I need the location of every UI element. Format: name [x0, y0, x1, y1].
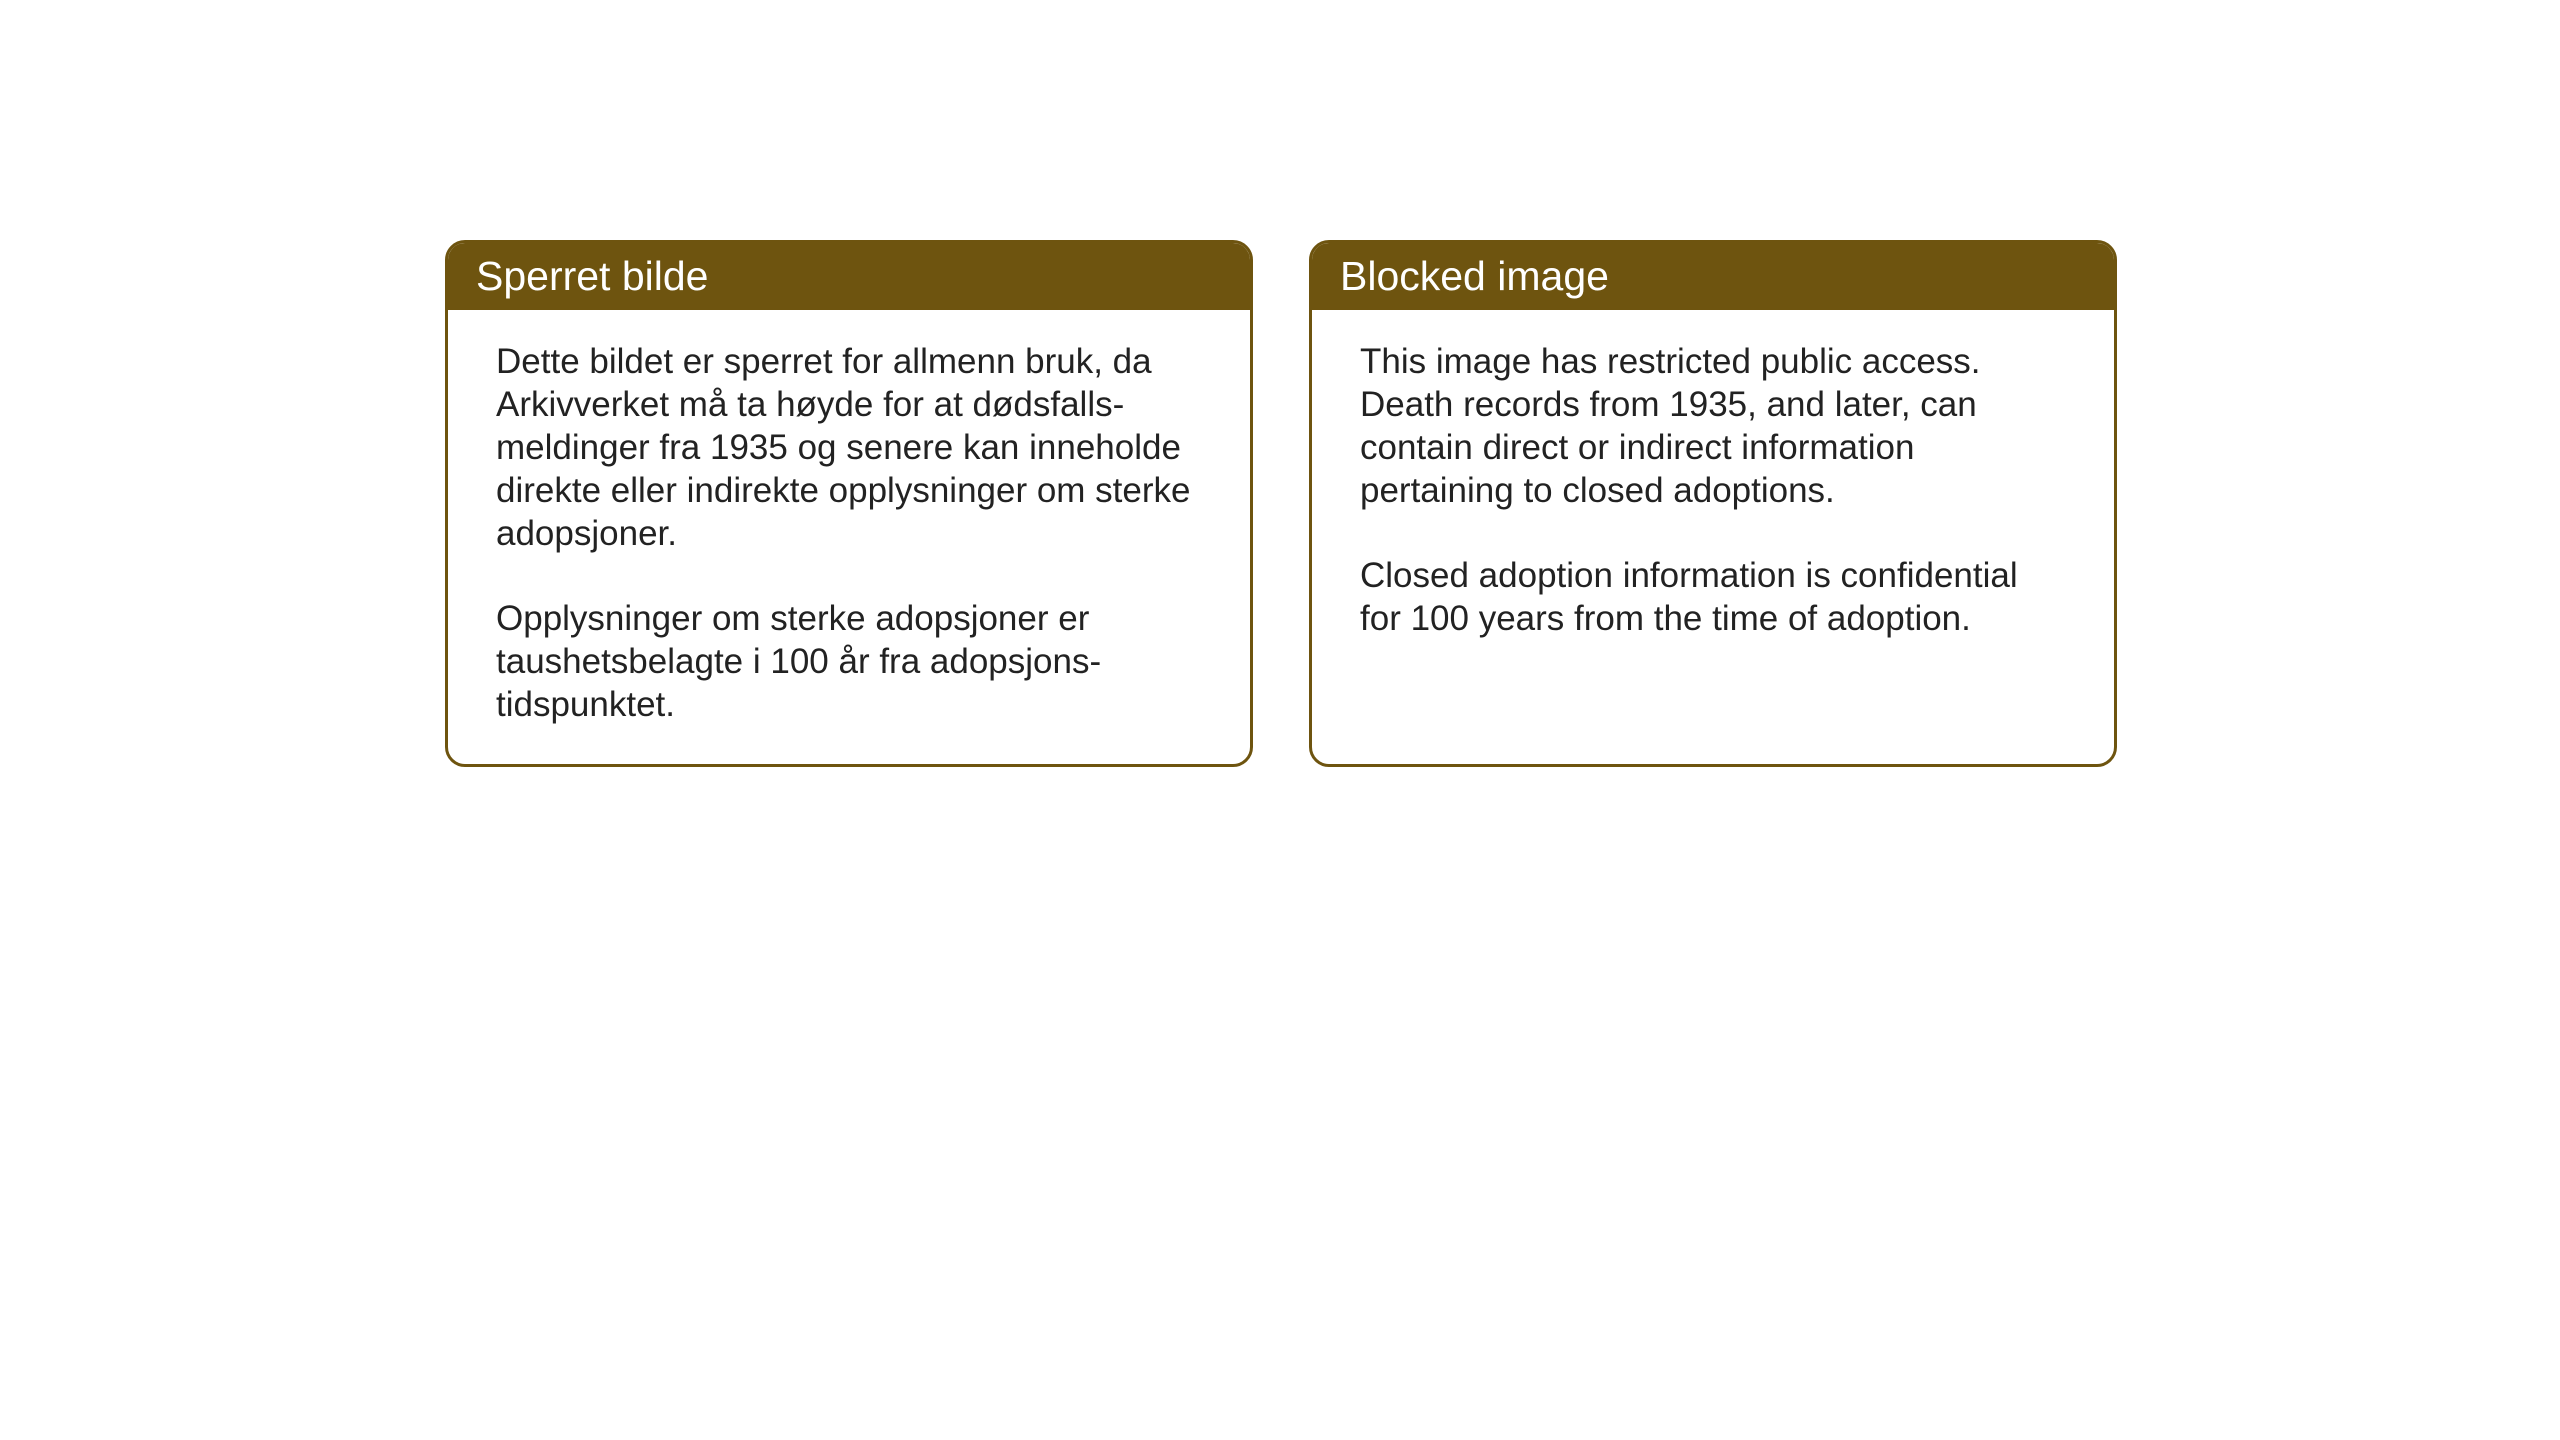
card-norwegian-body: Dette bildet er sperret for allmenn bruk… — [448, 310, 1250, 764]
cards-container: Sperret bilde Dette bildet er sperret fo… — [445, 240, 2117, 767]
card-english-body: This image has restricted public access.… — [1312, 310, 2114, 735]
card-norwegian: Sperret bilde Dette bildet er sperret fo… — [445, 240, 1253, 767]
card-norwegian-title: Sperret bilde — [476, 253, 708, 299]
card-norwegian-paragraph-2: Opplysninger om sterke adopsjoner er tau… — [496, 597, 1202, 726]
card-norwegian-paragraph-1: Dette bildet er sperret for allmenn bruk… — [496, 340, 1202, 555]
card-english: Blocked image This image has restricted … — [1309, 240, 2117, 767]
card-english-header: Blocked image — [1312, 243, 2114, 310]
card-english-paragraph-1: This image has restricted public access.… — [1360, 340, 2066, 512]
card-norwegian-header: Sperret bilde — [448, 243, 1250, 310]
card-english-title: Blocked image — [1340, 253, 1609, 299]
card-english-paragraph-2: Closed adoption information is confident… — [1360, 554, 2066, 640]
